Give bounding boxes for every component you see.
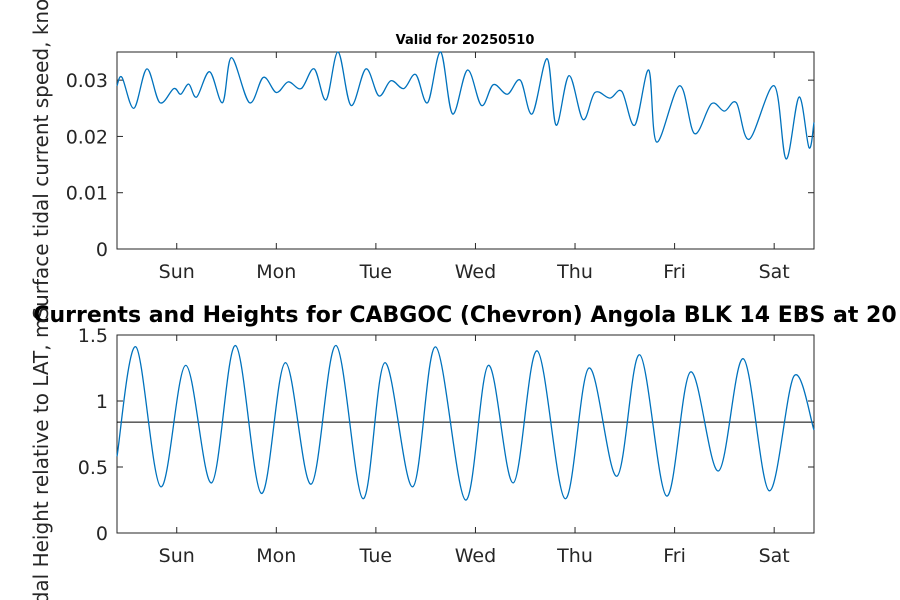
bottom-x-tick-label: Tue xyxy=(359,545,392,567)
top-x-tick-label: Tue xyxy=(359,261,392,283)
bottom-y-tick-labels: 0 0.5 1 1.5 xyxy=(78,325,108,545)
bottom-chart-title: Currents and Heights for CABGOC (Chevron… xyxy=(33,303,896,328)
top-y-axis-label: Surface tidal current speed, knots xyxy=(29,0,53,320)
current-speed-series-line xyxy=(116,51,815,160)
top-x-tick-label: Fri xyxy=(663,261,686,283)
bottom-y-tick-label: 1 xyxy=(96,391,108,413)
top-plot-area xyxy=(116,51,815,250)
top-x-tick-label: Mon xyxy=(256,261,296,283)
top-y-tick-label: 0.02 xyxy=(66,126,108,148)
top-y-tick-label: 0 xyxy=(96,239,108,261)
top-y-tick-labels: 0 0.01 0.02 0.03 xyxy=(66,70,108,261)
top-y-tick-label: 0.01 xyxy=(66,183,108,205)
tidal-height-chart: Currents and Heights for CABGOC (Chevron… xyxy=(29,303,897,600)
bottom-x-tick-labels: Sun Mon Tue Wed Thu Fri Sat xyxy=(159,545,790,567)
top-x-tick-label: Thu xyxy=(556,261,593,283)
tidal-height-series-line xyxy=(116,344,815,501)
bottom-x-tick-label: Thu xyxy=(556,545,593,567)
top-chart-title: Valid for 20250510 xyxy=(396,33,535,48)
bottom-y-axis-label: Tidal Height relative to LAT, m xyxy=(29,319,53,600)
current-speed-chart: Valid for 20250510 0 0.01 0.02 0.03 Sun Mon T… xyxy=(29,0,815,320)
bottom-x-tick-label: Wed xyxy=(455,545,496,567)
top-x-tick-label: Wed xyxy=(455,261,496,283)
bottom-x-tick-label: Sun xyxy=(159,545,195,567)
bottom-y-tick-label: 0 xyxy=(96,523,108,545)
bottom-y-tick-label: 1.5 xyxy=(78,325,108,347)
top-y-tick-label: 0.03 xyxy=(66,70,108,92)
bottom-x-tick-label: Mon xyxy=(256,545,296,567)
top-x-tick-labels: Sun Mon Tue Wed Thu Fri Sat xyxy=(159,261,790,283)
bottom-x-tick-label: Fri xyxy=(663,545,686,567)
top-x-tick-label: Sun xyxy=(159,261,195,283)
top-axis-ticks xyxy=(117,52,814,250)
bottom-y-tick-label: 0.5 xyxy=(78,457,108,479)
bottom-x-tick-label: Sat xyxy=(759,545,790,567)
top-x-tick-label: Sat xyxy=(759,261,790,283)
bottom-axis-ticks xyxy=(117,334,814,534)
